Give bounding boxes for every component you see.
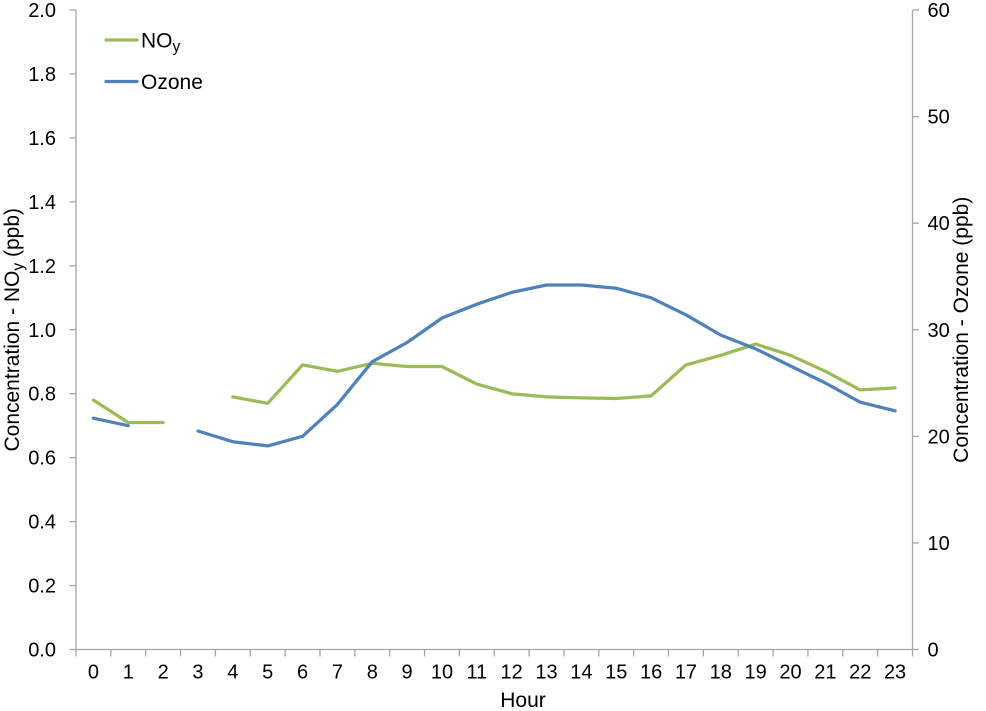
left-tick-label: 0.6 xyxy=(28,448,56,470)
series-line-noy xyxy=(231,342,897,405)
axes xyxy=(75,10,914,651)
legend-label-ozone: Ozone xyxy=(141,71,203,94)
x-tick-label: 3 xyxy=(192,662,203,684)
x-tick-label: 22 xyxy=(849,662,871,684)
x-tick-label: 17 xyxy=(675,662,697,684)
x-tick-label: 14 xyxy=(570,662,592,684)
right-tick-label: 40 xyxy=(928,213,950,235)
left-tick-label: 0.8 xyxy=(28,384,56,406)
x-tick-label: 0 xyxy=(88,662,99,684)
x-tick-label: 23 xyxy=(884,662,906,684)
left-tick-label: 1.8 xyxy=(28,64,56,86)
left-tick-label: 1.0 xyxy=(28,320,56,342)
x-tick-label: 6 xyxy=(297,662,308,684)
left-tick-label: 1.6 xyxy=(28,128,56,150)
x-tick-label: 7 xyxy=(332,662,343,684)
x-tick-label: 16 xyxy=(640,662,662,684)
axis-titles: Concentration - NOy (ppb) Concentration -… xyxy=(1,197,973,711)
legend: NOy Ozone xyxy=(104,30,203,94)
series-line-ozone xyxy=(196,283,897,448)
left-tick-label: 2.0 xyxy=(28,0,56,22)
tick-marks xyxy=(69,9,919,657)
series-lines xyxy=(91,283,897,448)
left-tick-label: 0.0 xyxy=(28,640,56,662)
x-tick-label: 12 xyxy=(501,662,523,684)
x-tick-label: 13 xyxy=(535,662,557,684)
series-line-ozone xyxy=(91,416,130,428)
right-tick-label: 30 xyxy=(928,320,950,342)
right-axis-title: Concentration - Ozone (ppb) xyxy=(950,197,973,463)
x-tick-label: 4 xyxy=(227,662,238,684)
right-tick-label: 50 xyxy=(928,107,950,129)
x-tick-label: 1 xyxy=(123,662,134,684)
left-tick-label: 1.4 xyxy=(28,192,56,214)
left-tick-label: 0.2 xyxy=(28,576,56,598)
x-tick-label: 9 xyxy=(402,662,413,684)
x-tick-label: 20 xyxy=(779,662,801,684)
series-line-noy xyxy=(91,398,165,425)
right-tick-label: 10 xyxy=(928,533,950,555)
right-tick-label: 0 xyxy=(928,640,939,662)
x-tick-label: 19 xyxy=(745,662,767,684)
x-tick-label: 11 xyxy=(466,662,487,684)
left-tick-label: 0.4 xyxy=(28,512,56,534)
x-tick-label: 18 xyxy=(710,662,732,684)
x-tick-label: 21 xyxy=(814,662,836,684)
x-tick-label: 2 xyxy=(158,662,169,684)
x-tick-label: 8 xyxy=(367,662,378,684)
left-tick-label: 1.2 xyxy=(28,256,56,278)
left-axis-title: Concentration - NOy (ppb) xyxy=(1,208,27,452)
tick-labels: 0.00.20.40.60.81.01.21.41.61.82.00102030… xyxy=(28,0,950,684)
x-tick-label: 5 xyxy=(262,662,273,684)
x-tick-label: 10 xyxy=(431,662,453,684)
legend-label-noy: NOy xyxy=(141,30,181,56)
right-tick-label: 60 xyxy=(928,0,950,22)
x-axis-title: Hour xyxy=(500,689,546,711)
right-tick-label: 20 xyxy=(928,426,950,448)
x-tick-label: 15 xyxy=(605,662,627,684)
